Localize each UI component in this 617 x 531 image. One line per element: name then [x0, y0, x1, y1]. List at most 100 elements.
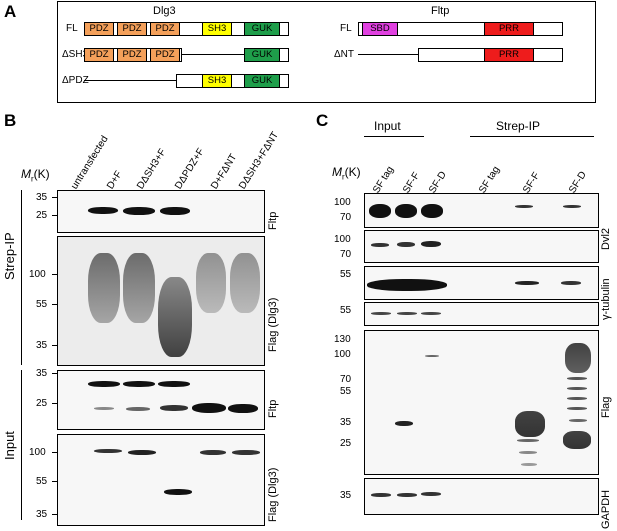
b2-tick: [52, 304, 57, 305]
c-lane-sfd-input: SF-D: [427, 169, 449, 196]
c3-label: γ-tubulin: [600, 278, 612, 320]
blot-b-fltp-input: [57, 370, 265, 430]
input-group-label: Input: [2, 431, 17, 460]
b4-tick: [52, 452, 57, 453]
lane-untransfected: untransfected: [69, 134, 111, 192]
b4-marker-35: 35: [36, 509, 48, 520]
dlg3-fl-sh3: SH3: [202, 22, 232, 36]
fltp-fl-label: FL: [340, 23, 352, 34]
c-lane-sff-input: SF-F: [401, 170, 423, 196]
b3-marker-35: 35: [36, 368, 48, 379]
fltp-title: Fltp: [431, 5, 450, 17]
blot-c-flag: [364, 330, 599, 475]
dlg3-dpdz-guk: GUK: [244, 74, 280, 88]
panel-c-letter: C: [316, 111, 329, 130]
b1-marker-35: 35: [36, 192, 48, 203]
fltp-dnt-deletion-line: [358, 54, 418, 55]
dlg3-dsh3-guk: GUK: [244, 48, 280, 62]
blot-c-gtub-a: [364, 266, 599, 300]
c6-label: GAPDH: [600, 489, 612, 529]
b2-marker-35: 35: [36, 340, 48, 351]
b3-label: Fltp: [267, 399, 279, 418]
c-input-underline: [364, 136, 424, 137]
dlg3-fl-pdz1: PDZ: [84, 22, 114, 36]
dlg3-dsh3-label: ΔSH3: [62, 49, 89, 60]
b4-label: Flag (Dlg3): [267, 467, 279, 522]
b4-marker-100: 100: [29, 447, 46, 458]
fltp-dnt-label: ΔNT: [334, 49, 355, 60]
dlg3-fl-pdz2: PDZ: [117, 22, 147, 36]
c1-marker-70: 70: [340, 212, 352, 223]
c-strep-underline: [470, 136, 594, 137]
dlg3-dsh3-deletion-line: [182, 54, 244, 55]
c5-label: Flag: [600, 396, 612, 418]
c5-marker-55: 55: [340, 386, 352, 397]
b1-tick: [52, 197, 57, 198]
panel-c-mr-label: Mr(K): [332, 165, 361, 182]
panel-a-letter: A: [4, 2, 17, 21]
dlg3-fl-label: FL: [66, 23, 78, 34]
c-lane-sfd-ip: SF-D: [567, 169, 589, 196]
input-bracket: [21, 370, 22, 520]
lane-dsh3-fdnt: DΔSH3+FΔNT: [237, 130, 282, 192]
c4-marker-55: 55: [340, 305, 352, 316]
dlg3-dpdz-deletion-line: [84, 80, 176, 81]
c5-marker-130: 130: [334, 334, 351, 345]
panel-b-mr-label: Mr(K): [21, 167, 50, 184]
fltp-dnt-prr: PRR: [484, 48, 534, 62]
dlg3-fl-guk: GUK: [244, 22, 280, 36]
b2-marker-55: 55: [36, 299, 48, 310]
c-lane-sftag-ip: SF tag: [477, 164, 503, 196]
blot-c-gtub-b: [364, 302, 599, 326]
c-input-label: Input: [374, 119, 401, 133]
b2-label: Flag (Dlg3): [267, 297, 279, 352]
blot-c-gapdh: [364, 478, 599, 515]
strep-ip-bracket: [21, 190, 22, 365]
c1-label: Dvl2: [600, 227, 612, 250]
panel-b-letter: B: [4, 111, 17, 130]
blot-b-fltp-ip: [57, 190, 265, 233]
c1-marker-100: 100: [334, 197, 351, 208]
strep-ip-group-label: Strep-IP: [2, 232, 17, 280]
c5-marker-35: 35: [340, 417, 352, 428]
b1-marker-25: 25: [36, 210, 48, 221]
blot-c-dvl2-b: [364, 230, 599, 263]
c3-marker-55: 55: [340, 269, 352, 280]
c2-marker-70: 70: [340, 249, 352, 260]
b2-marker-100: 100: [29, 269, 46, 280]
dlg3-dsh3-pdz2: PDZ: [117, 48, 147, 62]
b2-tick: [52, 345, 57, 346]
c6-marker-35: 35: [340, 490, 352, 501]
c-lane-sff-ip: SF-F: [521, 170, 543, 196]
c-strep-label: Strep-IP: [496, 119, 541, 133]
b4-tick: [52, 514, 57, 515]
c5-marker-70: 70: [340, 374, 352, 385]
b1-tick: [52, 215, 57, 216]
lane-d-fdnt: D+FΔNT: [209, 152, 240, 192]
fltp-fl-prr: PRR: [484, 22, 534, 36]
dlg3-dsh3-pdz3: PDZ: [150, 48, 180, 62]
c2-marker-100: 100: [334, 234, 351, 245]
dlg3-dsh3-pdz1: PDZ: [84, 48, 114, 62]
b4-tick: [52, 481, 57, 482]
b3-tick: [52, 403, 57, 404]
lane-dpdz-f: DΔPDZ+F: [173, 146, 207, 192]
dlg3-dpdz-label: ΔPDZ: [62, 75, 89, 86]
b3-marker-25: 25: [36, 398, 48, 409]
c5-marker-25: 25: [340, 438, 352, 449]
dlg3-fl-pdz3: PDZ: [150, 22, 180, 36]
c5-marker-100: 100: [334, 349, 351, 360]
fltp-fl-sbd: SBD: [362, 22, 398, 36]
dlg3-title: Dlg3: [153, 5, 176, 17]
b3-tick: [52, 373, 57, 374]
blot-b-flag-input: [57, 434, 265, 526]
b4-marker-55: 55: [36, 476, 48, 487]
b2-tick: [52, 274, 57, 275]
blot-b-flag-ip: [57, 236, 265, 366]
lane-d-f: D+F: [105, 169, 125, 192]
blot-c-dvl2-a: [364, 193, 599, 228]
panel-a-frame: [57, 1, 596, 103]
dlg3-dpdz-sh3: SH3: [202, 74, 232, 88]
c-lane-sftag-input: SF tag: [371, 164, 397, 196]
lane-dsh3-f: DΔSH3+F: [135, 147, 169, 192]
